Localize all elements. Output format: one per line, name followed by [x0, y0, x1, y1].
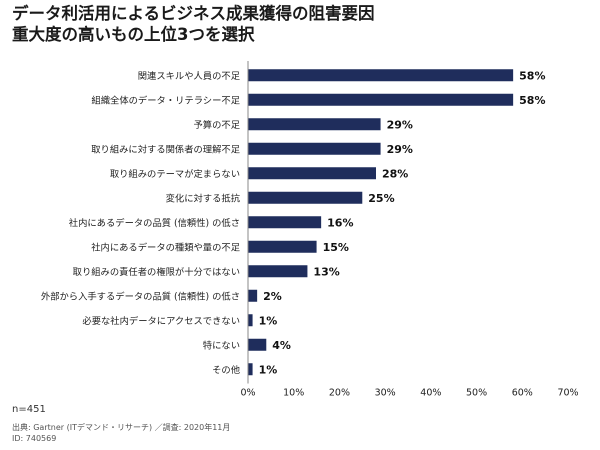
value-label: 13% — [313, 265, 339, 278]
bar — [248, 118, 381, 131]
category-label: 社内にあるデータの種類や量の不足 — [91, 241, 240, 253]
chart-title-line1: データ利活用によるビジネス成果獲得の阻害要因 — [12, 4, 375, 23]
category-label: 特にない — [203, 339, 240, 351]
value-label: 29% — [387, 118, 413, 131]
value-label: 25% — [368, 192, 394, 205]
bar — [248, 216, 322, 229]
category-label: 取り組みに対する関係者の理解不足 — [91, 143, 240, 155]
source-text: 出典: Gartner (ITデマンド・リサーチ) ／調査: 2020年11月 — [12, 423, 231, 432]
value-label: 15% — [323, 241, 349, 254]
category-label: 組織全体のデータ・リテラシー不足 — [91, 94, 240, 106]
category-label: その他 — [212, 364, 240, 376]
bar — [248, 69, 514, 82]
value-label: 16% — [327, 216, 353, 229]
category-label: 外部から入手するデータの品質 (信頼性) の低さ — [41, 290, 240, 302]
bar — [248, 338, 267, 351]
value-label: 4% — [272, 339, 291, 352]
x-tick-label: 10% — [283, 388, 304, 399]
bar-chart: 関連スキルや人員の不足 58% 組織全体のデータ・リテラシー不足 58% 予算の不足 29… — [41, 61, 579, 399]
category-label: 予算の不足 — [194, 119, 241, 131]
value-label: 2% — [263, 290, 282, 303]
source-note: 出典: Gartner (ITデマンド・リサーチ) ／調査: 2020年11月 … — [12, 422, 230, 444]
bar — [248, 265, 308, 278]
category-label: 取り組みの責任者の権限が十分ではない — [73, 266, 240, 278]
value-label: 58% — [519, 94, 545, 107]
document-id: ID: 740569 — [12, 434, 57, 443]
x-tick-label: 60% — [512, 388, 533, 399]
chart-title: データ利活用によるビジネス成果獲得の阻害要因 重大度の高いもの上位3つを選択 — [12, 3, 375, 45]
bar — [248, 289, 258, 302]
bar — [248, 142, 381, 155]
category-label: 必要な社内データにアクセスできない — [82, 315, 240, 327]
x-tick-label: 30% — [375, 388, 396, 399]
x-tick-label: 0% — [240, 388, 255, 399]
value-label: 29% — [387, 143, 413, 156]
value-label: 1% — [259, 314, 278, 327]
bar — [248, 191, 363, 204]
bar — [248, 240, 317, 253]
value-label: 58% — [519, 69, 545, 82]
bar — [248, 167, 376, 180]
category-label: 関連スキルや人員の不足 — [138, 70, 240, 82]
value-label: 28% — [382, 167, 408, 180]
x-tick-label: 20% — [329, 388, 350, 399]
bar — [248, 93, 514, 106]
category-label: 社内にあるデータの品質 (信頼性) の低さ — [69, 217, 240, 229]
x-tick-label: 40% — [420, 388, 441, 399]
category-label: 取り組みのテーマが定まらない — [110, 168, 240, 180]
x-tick-label: 50% — [466, 388, 487, 399]
value-label: 1% — [259, 363, 278, 376]
chart-title-line2: 重大度の高いもの上位3つを選択 — [12, 25, 255, 44]
sample-size: n=451 — [12, 404, 46, 415]
category-label: 変化に対する抵抗 — [166, 192, 240, 204]
bar — [248, 363, 253, 376]
bar — [248, 314, 253, 327]
x-tick-label: 70% — [557, 388, 578, 399]
